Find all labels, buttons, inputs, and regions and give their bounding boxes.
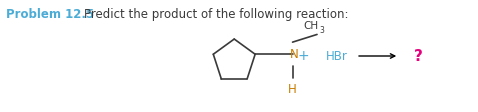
Text: +: +	[298, 49, 309, 63]
Text: 3: 3	[319, 26, 324, 35]
Text: ?: ?	[414, 48, 423, 64]
Text: CH: CH	[304, 21, 319, 31]
Text: HBr: HBr	[326, 50, 348, 62]
Text: H: H	[288, 83, 297, 96]
Text: Predict the product of the following reaction:: Predict the product of the following rea…	[84, 8, 348, 21]
Text: N: N	[290, 48, 298, 61]
Text: Problem 12.5: Problem 12.5	[6, 8, 94, 21]
